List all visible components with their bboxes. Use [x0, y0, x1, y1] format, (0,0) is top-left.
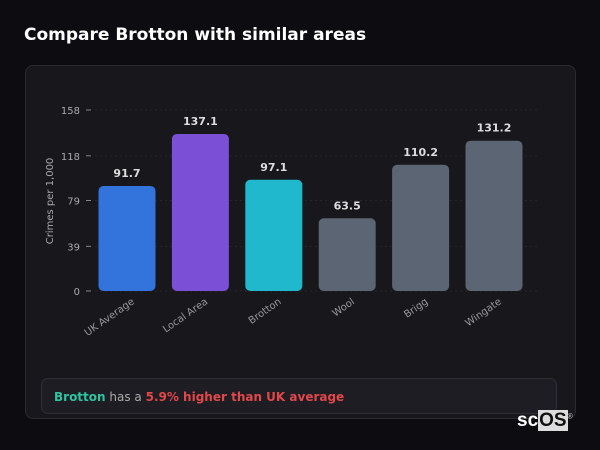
page-title: Compare Brotton with similar areas	[24, 25, 367, 45]
y-tick-label: 158	[61, 106, 80, 117]
x-tick-label: Wingate	[464, 296, 504, 329]
note-place: Brotton	[54, 390, 106, 404]
bar	[171, 133, 229, 291]
x-tick-label: Wool	[331, 296, 357, 319]
y-tick-label: 0	[74, 287, 80, 298]
data-label: 110.2	[403, 146, 438, 159]
x-tick-label: Brigg	[402, 296, 430, 320]
x-tick-label: UK Average	[83, 296, 137, 338]
scos-logo: scOS®	[517, 410, 573, 431]
y-tick-label: 39	[67, 242, 80, 253]
data-label: 63.5	[334, 199, 361, 212]
bar	[465, 140, 523, 291]
y-tick-label: 118	[61, 152, 80, 163]
bar	[245, 179, 303, 291]
data-label: 137.1	[183, 115, 218, 128]
data-label: 97.1	[260, 161, 287, 174]
bar	[318, 218, 376, 291]
y-tick-label: 79	[67, 197, 80, 208]
note-highlight: 5.9% higher than UK average	[145, 390, 345, 404]
x-tick-label: Brotton	[247, 296, 284, 326]
y-axis-label: Crimes per 1,000	[45, 158, 56, 245]
note-text: has a	[105, 390, 146, 404]
data-label: 131.2	[477, 122, 512, 135]
bar	[392, 164, 450, 291]
comparison-note: Brotton has a 5.9% higher than UK averag…	[41, 378, 557, 414]
x-tick-label: Local Area	[161, 296, 210, 335]
bar	[98, 185, 156, 291]
data-label: 91.7	[113, 167, 140, 180]
